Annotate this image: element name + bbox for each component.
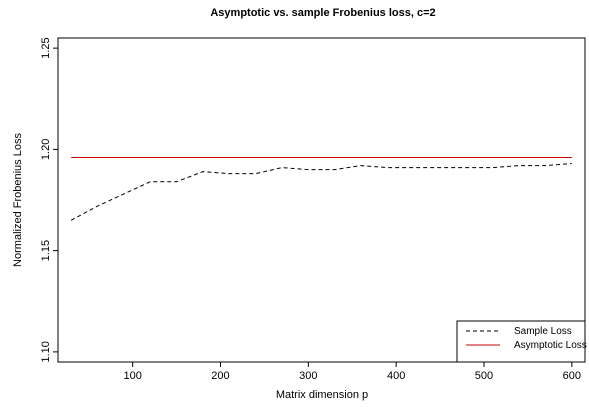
y-tick-label: 1.15 — [40, 240, 52, 261]
y-axis-label: Normalized Frobenius Loss — [12, 133, 24, 267]
x-tick-label: 400 — [387, 370, 405, 382]
chart-title: Asymptotic vs. sample Frobenius loss, c=… — [210, 7, 435, 19]
x-axis: 100 200 300 400 500 600 — [123, 362, 581, 382]
plot-area-border — [57, 37, 586, 363]
x-tick-label: 100 — [123, 370, 141, 382]
legend-label-asymptotic-loss: Asymptotic Loss — [514, 340, 587, 351]
legend-box — [456, 320, 586, 363]
series-layer — [70, 156, 572, 221]
x-axis-label: Matrix dimension p — [276, 389, 368, 401]
y-tick-label: 1.20 — [40, 139, 52, 160]
series-line-sample-loss — [70, 163, 572, 221]
x-tick-label: 500 — [475, 370, 493, 382]
legend-label-sample-loss: Sample Loss — [514, 326, 572, 337]
y-axis: 1.10 1.15 1.20 1.25 — [40, 37, 58, 363]
x-tick-label: 300 — [299, 370, 317, 382]
y-tick-label: 1.25 — [40, 37, 52, 58]
legend: Sample Loss Asymptotic Loss — [456, 320, 587, 363]
x-tick-label: 200 — [211, 370, 229, 382]
y-tick-label: 1.10 — [40, 341, 52, 362]
x-tick-label: 600 — [563, 370, 581, 382]
